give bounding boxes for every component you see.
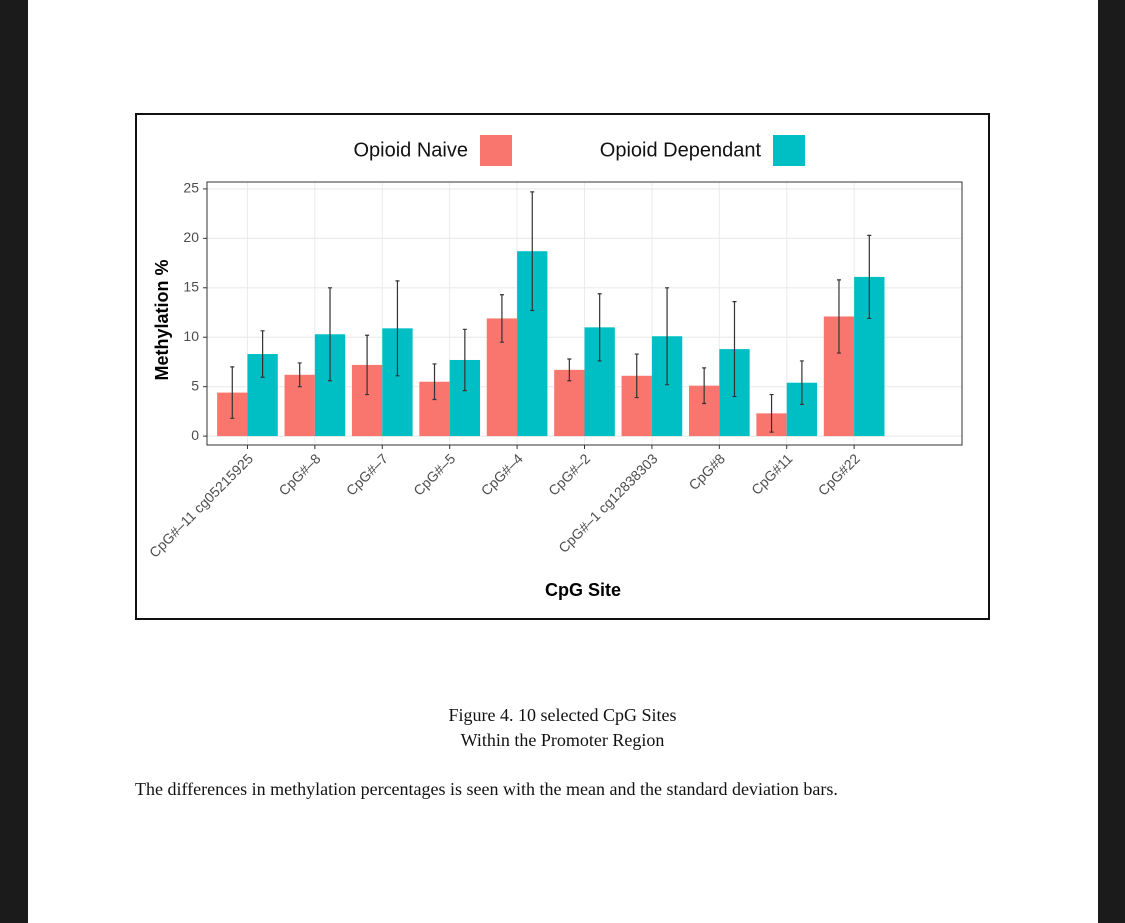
y-tick-label: 0	[191, 427, 199, 443]
error-bar	[297, 362, 302, 388]
error-bar	[462, 328, 467, 392]
error-bar	[769, 393, 774, 433]
error-bar	[260, 330, 265, 378]
error-bar	[567, 358, 572, 382]
legend-swatch	[480, 135, 512, 166]
x-tick-label: CpG#–2	[545, 450, 593, 498]
error-bar	[702, 367, 707, 405]
error-bar	[799, 360, 804, 406]
y-tick-label: 25	[183, 180, 199, 196]
y-tick-label: 20	[183, 229, 199, 245]
error-bar	[732, 301, 737, 398]
error-bar	[634, 353, 639, 399]
figure-frame: CpG Site Methylation % 0 5 10 15 20 25 CpG#–11…	[135, 113, 990, 620]
legend-label: Opioid Dependant	[600, 139, 762, 161]
x-tick-label: CpG#22	[815, 450, 863, 498]
error-bar	[328, 287, 333, 382]
error-bar	[867, 234, 872, 320]
error-bar	[836, 279, 841, 354]
caption-line: Within the Promoter Region	[460, 730, 665, 750]
error-bar	[530, 191, 535, 312]
x-tick-label: CpG#11	[748, 450, 796, 498]
x-tick-label: CpG#–11 cg05215925	[146, 450, 256, 560]
y-tick-label: 5	[191, 377, 199, 393]
x-tick-label: CpG#–7	[343, 450, 391, 498]
error-bar	[597, 293, 602, 362]
paragraph: The differences in methylation percentag…	[135, 779, 838, 799]
error-bar	[665, 287, 670, 386]
error-bar	[395, 280, 400, 377]
plot-border	[206, 181, 963, 446]
x-tick-label: CpG#–4	[478, 450, 526, 498]
x-tick-label: CpG#–5	[410, 450, 458, 498]
error-bar	[432, 363, 437, 401]
error-bar	[499, 294, 504, 343]
chart: CpG Site Methylation % 0 5 10 15 20 25 CpG#–11…	[146, 135, 963, 600]
x-axis-title: CpG Site	[545, 580, 621, 600]
legend-label: Opioid Naive	[353, 139, 468, 161]
y-tick-label: 10	[183, 328, 199, 344]
x-tick-label: CpG#–8	[275, 450, 323, 498]
y-tick-label: 15	[183, 278, 199, 294]
y-axis-title: Methylation %	[152, 259, 172, 380]
error-bar	[230, 366, 235, 419]
error-bar	[365, 334, 370, 396]
legend-swatch	[773, 135, 805, 166]
caption-line: Figure 4. 10 selected CpG Sites	[448, 705, 677, 725]
x-tick-label: CpG#8	[685, 450, 728, 493]
